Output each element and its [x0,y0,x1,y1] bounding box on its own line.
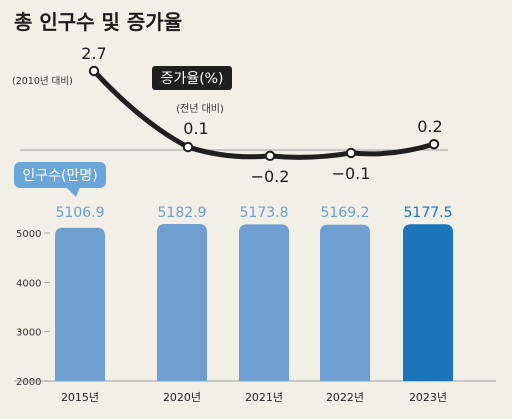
x-category-label: 2015년 [61,391,99,404]
rate-point [182,141,194,153]
rate-point [264,150,276,162]
population-bar [55,227,105,381]
population-badge-pointer [66,187,80,197]
rate-value-label: 0.1 [183,119,208,138]
population-badge [14,162,106,188]
rate-line [91,68,437,160]
y-tick-label: 3000 [16,328,41,339]
rate-value-label: −0.2 [251,167,290,186]
rate-value-label: 2.7 [81,44,106,63]
population-badge-label: 인구수(만명) [22,168,97,184]
y-tick-label: 2000 [16,377,41,388]
rate-point [428,138,440,150]
bar-value-label: 5106.9 [56,205,105,221]
x-category-label: 2021년 [245,391,283,404]
y-tick-label: 4000 [16,278,41,289]
y-tick-label: 5000 [16,229,41,240]
rate-badge [152,66,232,90]
bar-value-label: 5173.8 [240,205,289,221]
rate-note: (전년 대비) [176,103,224,115]
x-category-label: 2023년 [409,391,447,404]
rate-line-chart: (2010년 대비) 증가율(%) (전년 대비) 2.7 0.1 −0.2 −0.1… [12,44,448,186]
rate-point [88,65,100,77]
population-bar [403,224,453,381]
x-category-label: 2022년 [326,391,364,404]
population-bar [320,224,370,381]
population-bar-chart: 인구수(만명) 2000 3000 4000 5000 5106.9 2015년 5182.… [14,162,496,404]
x-category-label: 2020년 [163,391,201,404]
population-bar [157,223,207,381]
bar-value-label: 5169.2 [321,205,370,221]
bar-value-label: 5182.9 [158,205,207,221]
population-bar [239,224,289,381]
rate-point [345,147,357,159]
rate-value-label: −0.1 [332,164,371,183]
first-point-note: (2010년 대비) [12,76,73,87]
rate-badge-label: 증가율(%) [161,71,224,87]
rate-value-label: 0.2 [417,117,442,136]
chart-title: 총 인구수 및 증가율 [14,10,182,34]
bar-value-label: 5177.5 [404,205,453,221]
